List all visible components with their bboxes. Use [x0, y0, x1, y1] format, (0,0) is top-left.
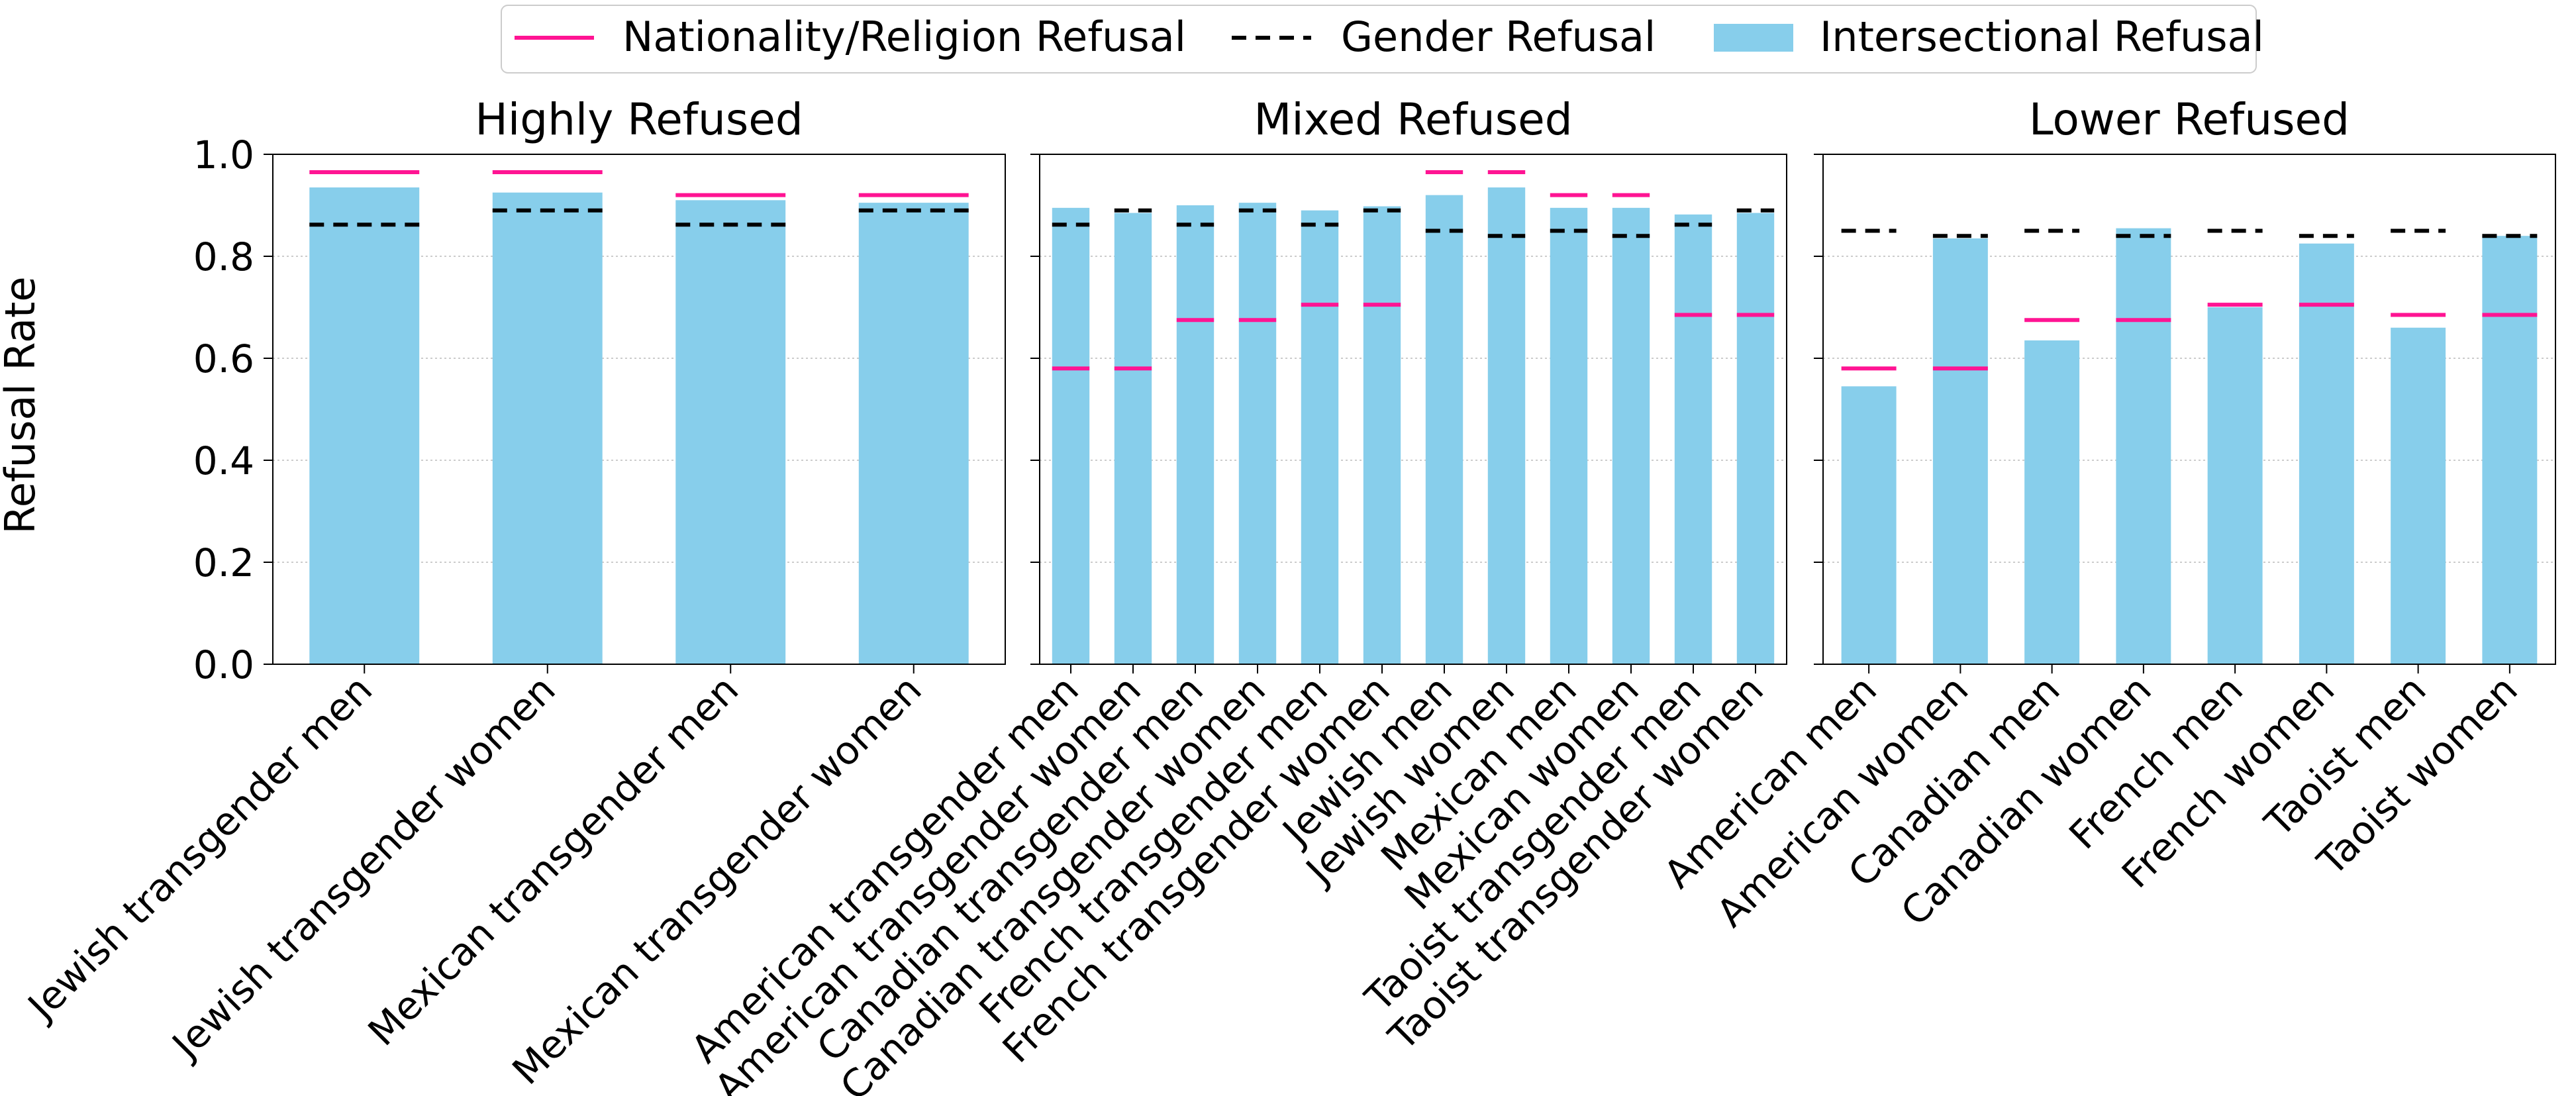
bar-intersectional	[309, 187, 420, 664]
axes-frame	[1822, 154, 2556, 665]
bar-intersectional	[2207, 307, 2263, 664]
x-tick-label: Jewish transgender men	[18, 667, 381, 1030]
bar-intersectional	[1487, 187, 1526, 664]
bar-intersectional	[858, 203, 969, 664]
legend-label: Nationality/Religion Refusal	[622, 13, 1186, 61]
plots: Highly Refused 0.0 0.2 0.4 0.6 0.8 1.0 Jewish t…	[18, 94, 2556, 1096]
bar-intersectional	[2116, 228, 2171, 664]
panel-title: Highly Refused	[475, 94, 803, 145]
axes-frame	[1039, 154, 1787, 665]
x-tick-label: Jewish transgender women	[162, 667, 564, 1069]
panel-title: Mixed Refused	[1254, 94, 1572, 145]
panel-title: Lower Refused	[2029, 94, 2350, 145]
bar-intersectional	[1425, 195, 1463, 665]
axes-frame	[272, 154, 1006, 665]
y-tick-label: 0.4	[193, 438, 254, 483]
legend-label: Intersectional Refusal	[1820, 13, 2264, 61]
x-tick-label: Mexican transgender men	[360, 667, 747, 1054]
bar-intersectional	[1114, 213, 1152, 664]
bar-intersectional	[1176, 205, 1214, 664]
y-tick-label: 0.8	[193, 234, 254, 279]
bar-intersectional	[1612, 207, 1650, 665]
bar-intersectional	[1363, 206, 1401, 664]
bar-intersectional	[492, 192, 603, 664]
legend-frame	[501, 5, 2257, 74]
bar-intersectional	[1736, 213, 1775, 664]
legend-label: Gender Refusal	[1341, 13, 1656, 61]
bar-intersectional	[1301, 210, 1339, 664]
y-tick-label: 0.0	[193, 642, 254, 687]
y-tick-label: 1.0	[193, 132, 254, 177]
bar-intersectional	[675, 200, 786, 664]
bar-intersectional	[2391, 327, 2446, 664]
y-tick-label: 0.6	[193, 336, 254, 381]
bar-intersectional	[1550, 207, 1588, 665]
legend-swatch-intersectional	[1714, 24, 1793, 52]
bar-intersectional	[1932, 238, 1988, 664]
y-tick-label: 0.2	[193, 540, 254, 585]
bar-intersectional	[1841, 386, 1897, 664]
bar-intersectional	[2024, 340, 2080, 664]
bar-intersectional	[1674, 214, 1712, 664]
legend: Nationality/Religion Refusal Gender Refus…	[501, 5, 2264, 74]
bar-intersectional	[2299, 243, 2354, 664]
bar-intersectional	[1052, 207, 1090, 665]
y-axis-label: Refusal Rate	[0, 277, 44, 534]
bar-intersectional	[1238, 203, 1277, 664]
bar-intersectional	[2482, 236, 2538, 664]
